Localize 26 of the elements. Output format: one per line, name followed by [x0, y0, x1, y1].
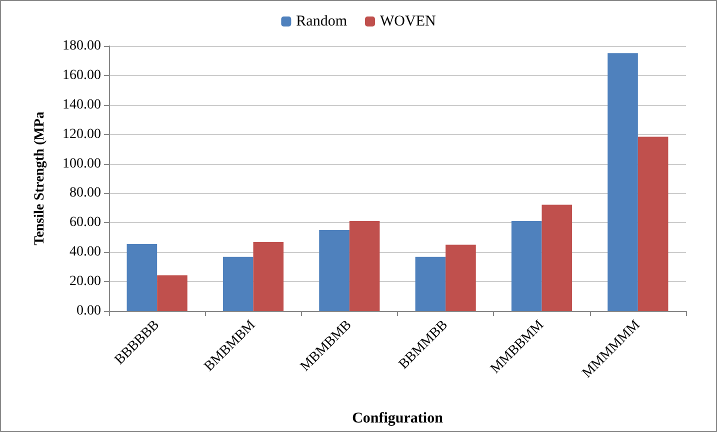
x-axis-title: Configuration	[352, 410, 444, 426]
bar	[638, 136, 668, 311]
bar	[157, 275, 188, 311]
bar	[511, 221, 542, 311]
bar	[349, 221, 380, 311]
y-tick-label: 20.00	[70, 274, 101, 290]
y-tick-label: 180.00	[62, 38, 101, 54]
y-tick-label: 160.00	[62, 68, 101, 83]
y-axis-title: Tensile Strength (MPa	[32, 112, 48, 246]
bar	[446, 244, 476, 311]
legend-label: Random	[296, 14, 348, 30]
y-tick-label: 120.00	[62, 126, 101, 142]
y-tick-label: 140.00	[62, 97, 101, 112]
y-tick-label: 60.00	[70, 215, 101, 230]
bar	[415, 256, 446, 311]
bar	[542, 204, 572, 311]
legend-label: WOVEN	[380, 14, 436, 30]
bar	[126, 244, 158, 311]
bar	[319, 230, 350, 311]
y-tick-label: 100.00	[62, 156, 101, 172]
y-tick-label: 40.00	[70, 244, 101, 260]
bar	[608, 53, 638, 311]
y-tick-label: 0.00	[76, 304, 101, 318]
bar	[253, 242, 284, 311]
bar	[222, 256, 254, 311]
y-tick-label: 80.00	[70, 186, 101, 201]
